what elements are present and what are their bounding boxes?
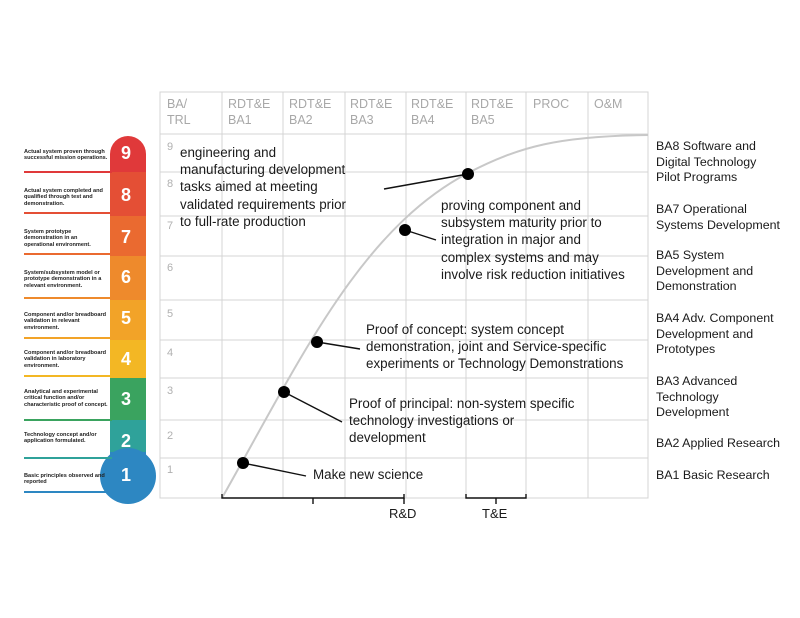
row-number-5: 5 (167, 308, 174, 320)
te-label: T&E (482, 506, 508, 521)
header-om: O&M (594, 97, 623, 111)
annotation-emd: engineering and manufacturing developmen… (180, 145, 346, 229)
trl3-description: Analytical and experimental critical fun… (24, 389, 108, 408)
ba4-label: BA4 Adv. Component Development and Proto… (656, 311, 774, 357)
annotation-new-science: Make new science (313, 467, 424, 482)
grid-lines (159, 91, 649, 499)
trl-number-7: 7 (120, 227, 131, 247)
row-number-6: 6 (167, 262, 174, 274)
trl1-description: Basic principles observed and reported (24, 473, 105, 486)
row-number-9: 9 (167, 141, 174, 153)
trl-number-5: 5 (120, 308, 131, 328)
milestone-dots (237, 168, 474, 469)
trl-number-8: 8 (120, 185, 131, 205)
thermo-seg-4 (110, 340, 146, 378)
dot-trl1 (237, 457, 249, 469)
row-number-4: 4 (167, 347, 174, 359)
dot-trl9 (462, 168, 474, 180)
row-number-7: 7 (167, 220, 174, 232)
header-rdte-ba2: RDT&E BA2 (289, 97, 332, 127)
dot-trl3 (278, 386, 290, 398)
thermo-seg-3 (110, 378, 146, 420)
trl4-description: Component and/or breadboard validation i… (24, 350, 107, 369)
header-rdte-ba3: RDT&E BA3 (350, 97, 393, 127)
header-rdte-ba4: RDT&E BA4 (411, 97, 454, 127)
header-rdte-ba1: RDT&E BA1 (228, 97, 271, 127)
rd-label: R&D (389, 506, 417, 521)
ba5-label: BA5 System Development and Demonstration (656, 248, 754, 294)
trl8-description: Actual system completed and qualified th… (24, 188, 103, 207)
row-number-1: 1 (167, 464, 174, 476)
header-ba-trl: BA/ TRL (167, 97, 191, 127)
row-number-3: 3 (167, 385, 174, 397)
ba7-label: BA7 Operational Systems Development (656, 202, 780, 232)
annotation-proof-of-concept: Proof of concept: system concept demonst… (366, 322, 624, 372)
header-rdte-ba5: RDT&E BA5 (471, 97, 514, 127)
trl9-description: Actual system proven through successful … (24, 149, 108, 162)
header-proc: PROC (533, 97, 570, 111)
thermo-seg-5 (110, 300, 146, 340)
annotation-component-maturity: proving component and subsystem maturity… (441, 198, 625, 282)
thermo-top-cap (110, 136, 146, 172)
ba2-label: BA2 Applied Research (656, 436, 780, 450)
thermo-seg-6 (110, 256, 146, 300)
dot-trl7 (399, 224, 411, 236)
trl5-description: Component and/or breadboard validation i… (24, 312, 107, 331)
trl-number-3: 3 (120, 389, 131, 409)
row-number-2: 2 (167, 430, 174, 442)
trl7-description: System prototype demonstration in an ope… (24, 229, 91, 248)
row-number-8: 8 (167, 178, 174, 190)
trl-number-1: 1 (120, 465, 131, 485)
ba8-label: BA8 Software and Digital Technology Pilo… (656, 139, 757, 185)
trl-number-6: 6 (120, 267, 131, 287)
trl-number-4: 4 (120, 349, 131, 369)
annotation-proof-of-principal: Proof of principal: non-system specific … (349, 396, 575, 446)
trl-thermometer (100, 136, 156, 504)
ba1-label: BA1 Basic Research (656, 468, 770, 482)
trl2-description: Technology concept and/or application fo… (24, 432, 97, 445)
bottom-brackets (221, 494, 527, 504)
trl-number-2: 2 (120, 431, 131, 451)
trl-number-9: 9 (120, 143, 131, 163)
thermo-neck (110, 452, 146, 464)
thermo-seg-7 (110, 216, 146, 256)
trl-label-underlines (24, 171, 112, 493)
ba3-label: BA3 Advanced Technology Development (656, 374, 738, 420)
dot-trl4 (311, 336, 323, 348)
thermo-seg-8 (110, 172, 146, 216)
trl6-description: System/subsystem model or prototype demo… (24, 270, 102, 289)
